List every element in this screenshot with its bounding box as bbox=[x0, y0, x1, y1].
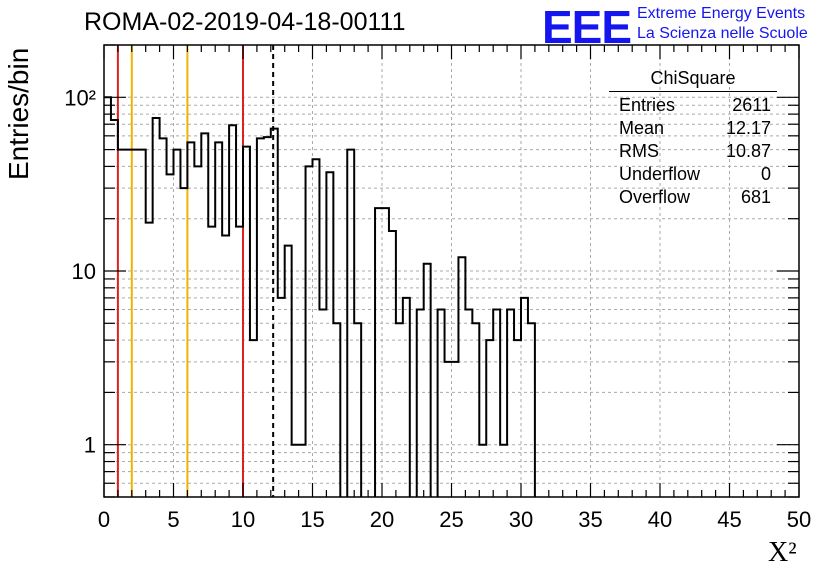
histogram-bin bbox=[160, 138, 167, 497]
x-tick-label: 25 bbox=[439, 507, 463, 532]
histogram-bin bbox=[375, 208, 382, 497]
y-tick-label: 10 bbox=[72, 259, 96, 284]
histogram-outline bbox=[104, 96, 536, 497]
histogram-bin bbox=[146, 223, 153, 497]
histogram-bin bbox=[222, 236, 229, 497]
stats-value: 10.87 bbox=[725, 141, 771, 161]
histogram-bin bbox=[514, 340, 521, 497]
stats-label: Underflow bbox=[619, 164, 701, 184]
stats-row-underflow: Underflow 0 bbox=[609, 163, 777, 186]
histogram-bin bbox=[403, 298, 410, 497]
x-tick-label: 50 bbox=[787, 507, 811, 532]
x-tick-label: 20 bbox=[370, 507, 394, 532]
logo-subtitle-2: La Scienza nelle Scuole bbox=[637, 25, 808, 42]
stats-row-entries: Entries 2611 bbox=[609, 94, 777, 117]
histogram-bin bbox=[507, 310, 514, 497]
histogram-bin bbox=[271, 129, 278, 497]
x-tick-label: 0 bbox=[98, 507, 110, 532]
histogram-bin bbox=[306, 166, 313, 497]
histogram-bin bbox=[472, 323, 479, 497]
histogram-bin bbox=[354, 323, 361, 497]
histogram-bin bbox=[452, 362, 459, 497]
run-title: ROMA-02-2019-04-18-00111 bbox=[84, 8, 406, 36]
histogram-bin bbox=[445, 362, 452, 497]
stats-row-rms: RMS 10.87 bbox=[609, 140, 777, 163]
histogram-bin bbox=[382, 208, 389, 497]
histogram-bin bbox=[493, 310, 500, 497]
histogram-bin bbox=[153, 118, 160, 497]
x-tick-label: 5 bbox=[167, 507, 179, 532]
stats-label: Mean bbox=[619, 118, 665, 138]
x-tick-label: 40 bbox=[648, 507, 672, 532]
stats-box-title: ChiSquare bbox=[609, 68, 777, 92]
stats-row-overflow: Overflow 681 bbox=[609, 186, 777, 209]
histogram-bin bbox=[257, 138, 264, 497]
x-tick-label: 15 bbox=[300, 507, 324, 532]
histogram-bin bbox=[264, 137, 271, 497]
histogram-bin bbox=[438, 310, 445, 497]
stats-label: Entries bbox=[619, 95, 676, 115]
histogram-bin bbox=[285, 246, 292, 497]
histogram-bin bbox=[111, 120, 118, 497]
histogram-bin bbox=[278, 298, 285, 497]
stats-row-mean: Mean 12.17 bbox=[609, 117, 777, 140]
stats-box: ChiSquare Entries 2611 Mean 12.17 RMS 10… bbox=[609, 68, 777, 209]
stats-value: 0 bbox=[760, 164, 771, 184]
y-tick-label: 1 bbox=[84, 433, 96, 458]
stats-label: Overflow bbox=[619, 187, 691, 207]
histogram-bin bbox=[104, 97, 111, 497]
histogram-bin bbox=[215, 142, 222, 497]
histogram-bin bbox=[180, 188, 187, 497]
histogram-bin bbox=[194, 166, 201, 497]
histogram-bin bbox=[319, 310, 326, 497]
eee-logo: EEE bbox=[542, 1, 632, 53]
grid-layer bbox=[104, 44, 799, 498]
y-axis-label: Entries/bin bbox=[3, 47, 34, 180]
histogram-bin bbox=[465, 310, 472, 497]
tick-labels: 0 5 10 15 20 25 30 35 40 45 50 1 10 10² bbox=[64, 85, 811, 532]
histogram-bin bbox=[486, 340, 493, 497]
histogram-bin bbox=[521, 298, 528, 497]
histogram-bin bbox=[250, 340, 257, 497]
histogram-bin bbox=[333, 323, 340, 497]
stats-value: 2611 bbox=[732, 95, 771, 115]
x-tick-label: 35 bbox=[578, 507, 602, 532]
histogram-bin bbox=[528, 323, 535, 497]
histogram-bin bbox=[326, 172, 333, 497]
y-tick-label: 10² bbox=[64, 85, 96, 110]
axis-ticks bbox=[103, 44, 800, 498]
x-tick-label: 45 bbox=[717, 507, 741, 532]
histogram-bin bbox=[396, 323, 403, 497]
stats-label: RMS bbox=[619, 141, 659, 161]
histogram-bin bbox=[417, 310, 424, 497]
stats-value: 681 bbox=[740, 187, 771, 207]
histogram-bin bbox=[458, 257, 465, 497]
histogram-bin bbox=[167, 174, 174, 497]
histogram-bin bbox=[187, 142, 194, 497]
x-axis-label: X² bbox=[768, 537, 797, 568]
histogram-series bbox=[104, 96, 536, 497]
histogram-bin bbox=[229, 125, 236, 497]
x-tick-label: 10 bbox=[231, 507, 255, 532]
logo-subtitle-1: Extreme Energy Events bbox=[637, 5, 806, 22]
x-tick-label: 30 bbox=[509, 507, 533, 532]
histogram-bin bbox=[313, 159, 320, 497]
stats-value: 12.17 bbox=[725, 118, 771, 138]
